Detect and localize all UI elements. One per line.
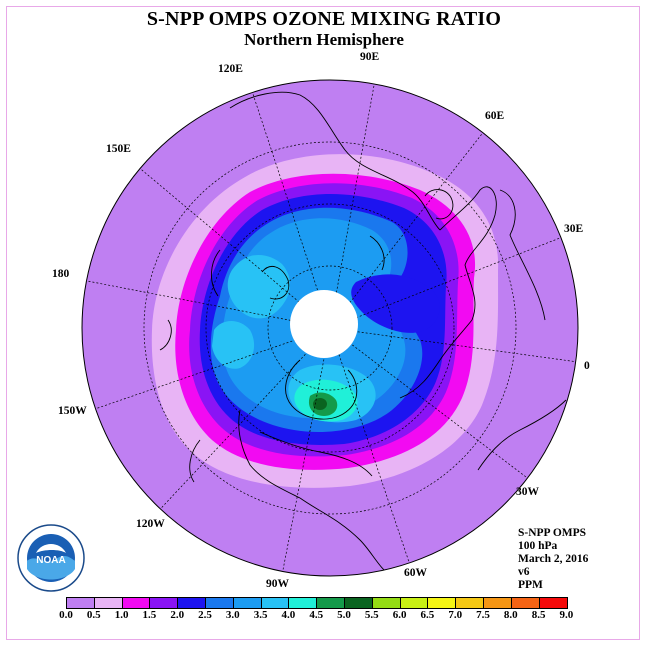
noaa-logo-text: NOAA xyxy=(36,555,65,566)
map-boundary xyxy=(81,79,579,577)
lon-label-120w: 120W xyxy=(136,518,165,530)
colorbar-segment xyxy=(456,598,484,608)
colorbar-label: 9.0 xyxy=(559,609,574,621)
info-units: PPM xyxy=(518,579,543,591)
colorbar-segment xyxy=(261,598,290,608)
colorbar-label: 8.5 xyxy=(531,609,546,621)
contour-3.5-4.0 xyxy=(212,254,376,423)
colorbar-segment xyxy=(178,598,206,608)
colorbar-labels: 0.0 0.5 1.0 1.5 2.0 2.5 3.0 3.5 4.0 4.5 5.0 5.5 6.0 6… xyxy=(0,609,648,623)
map-subtitle: Northern Hemisphere xyxy=(244,30,404,49)
lon-label-30w: 30W xyxy=(516,486,539,498)
colorbar-label: 8.0 xyxy=(503,609,518,621)
colorbar-segment xyxy=(539,598,568,608)
lon-label-150w: 150W xyxy=(58,405,87,417)
colorbar-label: 4.0 xyxy=(281,609,296,621)
graticule xyxy=(82,80,578,576)
colorbar-label: 6.5 xyxy=(420,609,435,621)
lon-label-30e: 30E xyxy=(564,223,584,235)
lon-label-0: 0 xyxy=(584,360,590,372)
lon-label-150e: 150E xyxy=(106,143,131,155)
colorbar-segment xyxy=(94,598,123,608)
info-level: 100 hPa xyxy=(518,540,558,552)
product-info: S-NPP OMPS 100 hPa March 2, 2016 v6 PPM xyxy=(518,527,588,592)
info-version: v6 xyxy=(518,566,530,578)
colorbar-label: 3.5 xyxy=(253,609,268,621)
colorbar-segment xyxy=(428,598,457,608)
polar-data-gap xyxy=(290,290,358,358)
colorbar-segment xyxy=(122,598,151,608)
lon-label-90w: 90W xyxy=(266,578,289,590)
contour-5.0-5.5 xyxy=(313,398,327,410)
colorbar-segment xyxy=(372,598,401,608)
colorbar-label: 0.0 xyxy=(59,609,73,621)
lon-label-90e: 90E xyxy=(360,51,380,63)
colorbar-segment xyxy=(289,598,318,608)
colorbar-label: 2.0 xyxy=(170,609,185,621)
colorbar-label: 1.0 xyxy=(114,609,129,621)
colorbar-label: 2.5 xyxy=(198,609,212,621)
colorbar-label: 3.0 xyxy=(225,609,240,621)
coastlines xyxy=(159,91,567,576)
colorbar-segment xyxy=(67,598,95,608)
colorbar-label: 7.0 xyxy=(448,609,463,621)
colorbar-label: 5.5 xyxy=(364,609,379,621)
noaa-logo: NOAA xyxy=(17,524,85,592)
colorbar-segment xyxy=(150,598,179,608)
colorbar-segment xyxy=(400,598,429,608)
colorbar-segment xyxy=(511,598,540,608)
contour-2.0-2.5-lobe xyxy=(351,274,440,333)
colorbar-label: 5.0 xyxy=(337,609,351,621)
colorbar-segment xyxy=(317,598,345,608)
lon-label-60e: 60E xyxy=(485,110,505,122)
colorbar-segment xyxy=(344,598,373,608)
colorbar-label: 1.5 xyxy=(142,609,157,621)
colorbar-label: 0.5 xyxy=(86,609,101,621)
colorbar-segment xyxy=(233,598,262,608)
colorbar-label: 4.5 xyxy=(309,609,324,621)
lon-label-60w: 60W xyxy=(404,567,427,579)
colorbar xyxy=(66,597,569,609)
lon-label-180: 180 xyxy=(52,268,70,280)
colorbar-segment xyxy=(205,598,234,608)
colorbar-segment xyxy=(483,598,512,608)
colorbar-label: 6.0 xyxy=(392,609,407,621)
colorbar-label: 7.5 xyxy=(476,609,490,621)
figure-frame xyxy=(6,6,640,640)
info-instrument: S-NPP OMPS xyxy=(518,527,587,539)
info-date: March 2, 2016 xyxy=(518,553,589,565)
map-title: S-NPP OMPS OZONE MIXING RATIO xyxy=(146,8,502,30)
lon-label-120e: 120E xyxy=(218,63,243,75)
